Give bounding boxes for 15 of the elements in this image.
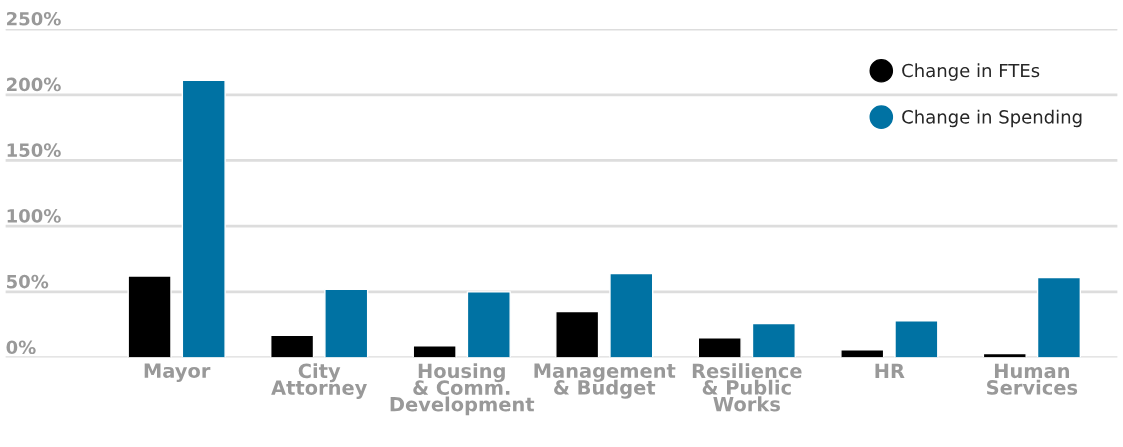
x-tick-label: Human Services xyxy=(987,363,1078,395)
x-tick-label: Mayor xyxy=(144,363,211,382)
y-tick-label: 50% xyxy=(7,274,49,289)
y-tick-label: 100% xyxy=(7,209,61,223)
legend-label: Change in FTEs xyxy=(902,63,1040,81)
y-tick-label: 0% xyxy=(6,340,36,355)
x-tick-label: Housing & Comm. Development xyxy=(390,363,535,416)
x-tick-label: Management & Budget xyxy=(534,363,676,399)
x-tick-label: HR xyxy=(875,363,905,378)
x-tick-label: Resilience & Public Works xyxy=(692,363,802,412)
x-tick-label: City Attorney xyxy=(271,363,367,399)
y-tick-label: 150% xyxy=(7,143,61,157)
y-tick-label: 200% xyxy=(7,77,61,92)
y-tick-label: 250% xyxy=(7,11,61,26)
legend-label: Change in Spending xyxy=(902,109,1082,128)
